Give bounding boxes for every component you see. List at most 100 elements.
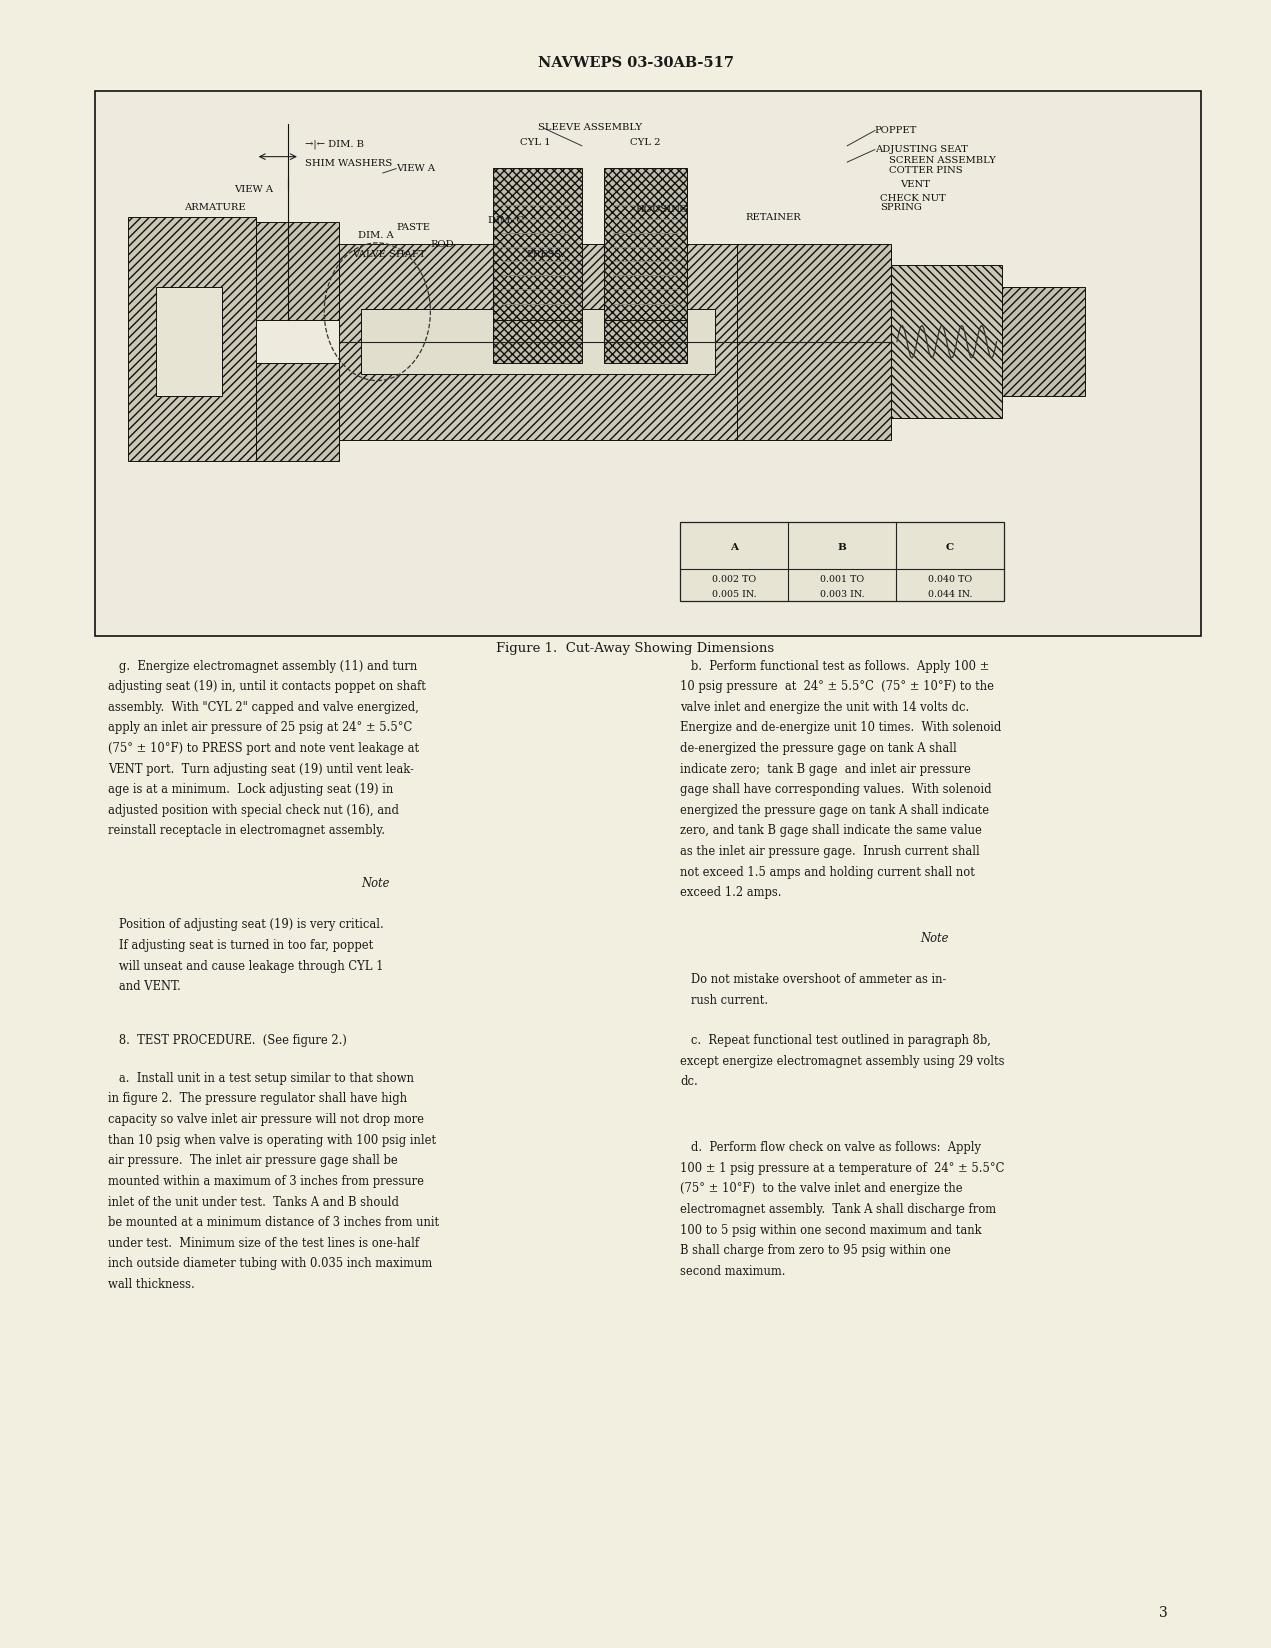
Text: If adjusting seat is turned in too far, poppet: If adjusting seat is turned in too far, … [108,939,374,951]
Text: 8.  TEST PROCEDURE.  (See figure 2.): 8. TEST PROCEDURE. (See figure 2.) [108,1033,347,1046]
Text: gage shall have corresponding values.  With solenoid: gage shall have corresponding values. Wi… [680,783,991,796]
Bar [95,92,1201,636]
Text: CYL 1: CYL 1 [520,138,550,147]
Text: VIEW A: VIEW A [397,163,435,173]
Text: apply an inlet air pressure of 25 psig at 24° ± 5.5°C: apply an inlet air pressure of 25 psig a… [108,722,412,733]
Text: DIM. A: DIM. A [358,231,394,241]
Text: wall thickness.: wall thickness. [108,1277,194,1290]
Text: SLEEVE ASSEMBLY: SLEEVE ASSEMBLY [538,124,642,132]
Text: HOUSING: HOUSING [636,204,688,214]
Text: Figure 1.  Cut-Away Showing Dimensions: Figure 1. Cut-Away Showing Dimensions [497,641,774,654]
Bar [255,222,338,321]
Text: ADJUSTING SEAT: ADJUSTING SEAT [874,145,967,153]
Text: SCREEN ASSEMBLY: SCREEN ASSEMBLY [890,157,996,165]
Text: adjusting seat (19) in, until it contacts poppet on shaft: adjusting seat (19) in, until it contact… [108,679,426,692]
Text: VENT port.  Turn adjusting seat (19) until vent leak-: VENT port. Turn adjusting seat (19) unti… [108,761,414,775]
Bar [156,288,222,397]
Text: NAVWEPS 03-30AB-517: NAVWEPS 03-30AB-517 [538,56,733,69]
Text: b.  Perform functional test as follows.  Apply 100 ±: b. Perform functional test as follows. A… [680,659,989,672]
Text: electromagnet assembly.  Tank A shall discharge from: electromagnet assembly. Tank A shall dis… [680,1203,996,1215]
Text: Note: Note [920,931,948,944]
Text: B shall charge from zero to 95 psig within one: B shall charge from zero to 95 psig with… [680,1243,951,1256]
Bar [338,244,737,440]
Text: Note: Note [361,877,389,890]
Text: A: A [730,542,738,552]
Text: 10 psig pressure  at  24° ± 5.5°C  (75° ± 10°F) to the: 10 psig pressure at 24° ± 5.5°C (75° ± 1… [680,679,994,692]
Text: 100 ± 1 psig pressure at a temperature of  24° ± 5.5°C: 100 ± 1 psig pressure at a temperature o… [680,1160,1004,1173]
Text: age is at a minimum.  Lock adjusting seat (19) in: age is at a minimum. Lock adjusting seat… [108,783,393,796]
Text: VALVE SHAFT: VALVE SHAFT [352,250,426,259]
Bar [604,168,686,321]
Text: d.  Perform flow check on valve as follows:  Apply: d. Perform flow check on valve as follow… [680,1140,981,1154]
Text: zero, and tank B gage shall indicate the same value: zero, and tank B gage shall indicate the… [680,824,982,837]
Text: de-energized the pressure gage on tank A shall: de-energized the pressure gage on tank A… [680,742,957,755]
Text: under test.  Minimum size of the test lines is one-half: under test. Minimum size of the test lin… [108,1236,419,1249]
Text: than 10 psig when valve is operating with 100 psig inlet: than 10 psig when valve is operating wit… [108,1134,436,1145]
Text: VIEW A: VIEW A [234,185,273,193]
Text: 0.040 TO: 0.040 TO [928,575,972,583]
Text: PASTE: PASTE [397,222,430,232]
Text: dc.: dc. [680,1074,698,1088]
Text: CHECK NUT: CHECK NUT [881,194,946,203]
Text: 100 to 5 psig within one second maximum and tank: 100 to 5 psig within one second maximum … [680,1223,981,1236]
Text: rush current.: rush current. [680,992,768,1005]
Bar [255,364,338,461]
Text: 0.044 IN.: 0.044 IN. [928,590,972,598]
Text: except energize electromagnet assembly using 29 volts: except energize electromagnet assembly u… [680,1055,1004,1066]
Text: 0.005 IN.: 0.005 IN. [712,590,756,598]
Text: PRESS.: PRESS. [526,250,564,259]
Text: be mounted at a minimum distance of 3 inches from unit: be mounted at a minimum distance of 3 in… [108,1216,440,1228]
Text: a.  Install unit in a test setup similar to that shown: a. Install unit in a test setup similar … [108,1071,414,1084]
Text: 0.002 TO: 0.002 TO [712,575,756,583]
Bar [891,267,1002,419]
Text: SPRING: SPRING [881,203,923,213]
Text: ROD: ROD [431,241,454,249]
Text: DIM. C: DIM. C [488,216,524,224]
Bar [1002,288,1085,397]
Text: RETAINER: RETAINER [746,213,801,222]
Text: 3: 3 [1159,1605,1167,1618]
Text: will unseat and cause leakage through CYL 1: will unseat and cause leakage through CY… [108,959,384,972]
Bar [361,310,714,376]
Bar [128,218,255,461]
Bar [604,321,686,364]
Text: Position of adjusting seat (19) is very critical.: Position of adjusting seat (19) is very … [108,918,384,931]
Bar [493,168,582,321]
Text: COTTER PINS: COTTER PINS [890,165,963,175]
Text: valve inlet and energize the unit with 14 volts dc.: valve inlet and energize the unit with 1… [680,700,970,714]
Text: indicate zero;  tank B gage  and inlet air pressure: indicate zero; tank B gage and inlet air… [680,761,971,775]
Text: as the inlet air pressure gage.  Inrush current shall: as the inlet air pressure gage. Inrush c… [680,844,980,857]
Text: CYL 2: CYL 2 [629,138,660,147]
Bar [493,321,582,364]
Text: (75° ± 10°F)  to the valve inlet and energize the: (75° ± 10°F) to the valve inlet and ener… [680,1182,962,1195]
Bar [737,244,891,440]
Text: assembly.  With "CYL 2" capped and valve energized,: assembly. With "CYL 2" capped and valve … [108,700,419,714]
Text: SHIM WASHERS: SHIM WASHERS [305,158,393,168]
Text: POPPET: POPPET [874,125,918,135]
Text: B: B [838,542,846,552]
Text: capacity so valve inlet air pressure will not drop more: capacity so valve inlet air pressure wil… [108,1112,425,1126]
Text: g.  Energize electromagnet assembly (11) and turn: g. Energize electromagnet assembly (11) … [108,659,417,672]
Text: and VENT.: and VENT. [108,979,180,992]
Text: adjusted position with special check nut (16), and: adjusted position with special check nut… [108,804,399,816]
Text: 0.003 IN.: 0.003 IN. [820,590,864,598]
Text: VENT: VENT [900,180,930,190]
Text: 0.001 TO: 0.001 TO [820,575,864,583]
Text: Energize and de-energize unit 10 times.  With solenoid: Energize and de-energize unit 10 times. … [680,722,1002,733]
Text: Do not mistake overshoot of ammeter as in-: Do not mistake overshoot of ammeter as i… [680,972,947,986]
Bar [680,522,1004,602]
Text: not exceed 1.5 amps and holding current shall not: not exceed 1.5 amps and holding current … [680,865,975,878]
Text: inlet of the unit under test.  Tanks A and B should: inlet of the unit under test. Tanks A an… [108,1195,399,1208]
Text: second maximum.: second maximum. [680,1264,785,1277]
Text: C: C [946,542,955,552]
Text: ARMATURE: ARMATURE [184,203,245,213]
Text: →|← DIM. B: →|← DIM. B [305,138,365,148]
Text: air pressure.  The inlet air pressure gage shall be: air pressure. The inlet air pressure gag… [108,1154,398,1167]
Text: in figure 2.  The pressure regulator shall have high: in figure 2. The pressure regulator shal… [108,1091,407,1104]
Text: (75° ± 10°F) to PRESS port and note vent leakage at: (75° ± 10°F) to PRESS port and note vent… [108,742,419,755]
Text: mounted within a maximum of 3 inches from pressure: mounted within a maximum of 3 inches fro… [108,1173,425,1187]
Text: exceed 1.2 amps.: exceed 1.2 amps. [680,887,782,898]
Text: inch outside diameter tubing with 0.035 inch maximum: inch outside diameter tubing with 0.035 … [108,1256,432,1269]
Text: c.  Repeat functional test outlined in paragraph 8b,: c. Repeat functional test outlined in pa… [680,1033,991,1046]
Text: reinstall receptacle in electromagnet assembly.: reinstall receptacle in electromagnet as… [108,824,385,837]
